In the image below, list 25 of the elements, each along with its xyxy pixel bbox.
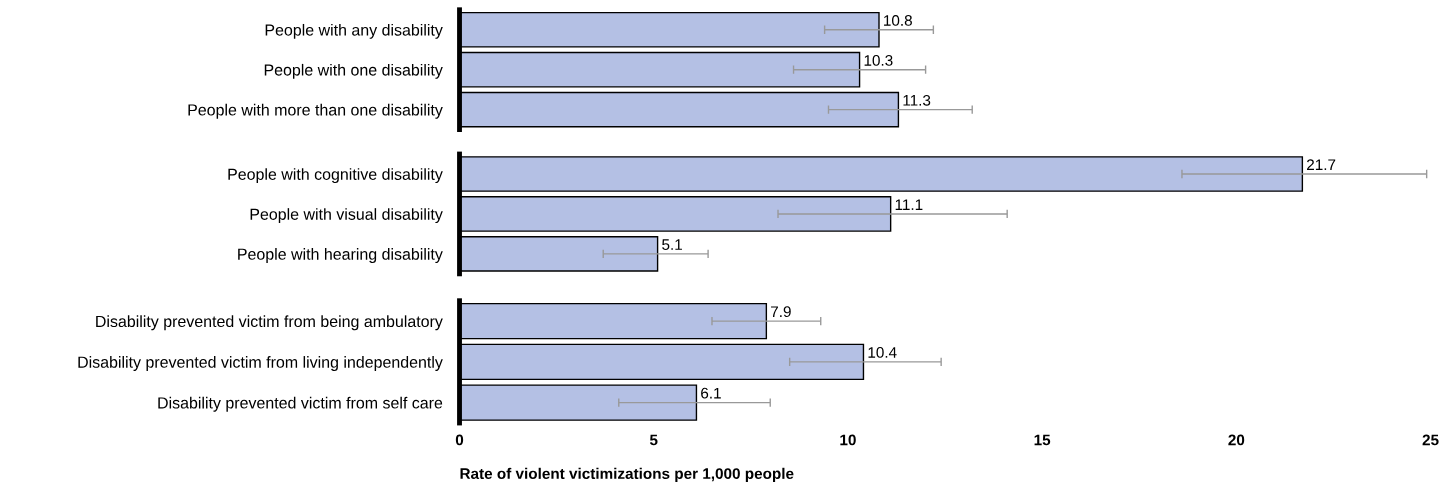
data-label: 10.3 [864, 54, 893, 66]
x-tick-label: 10 [840, 434, 856, 446]
data-label: 10.4 [868, 346, 897, 358]
x-tick-label: 0 [455, 434, 464, 446]
data-label: 5.1 [662, 239, 682, 250]
y-tick-label: People with cognitive disability [228, 168, 443, 184]
data-label: 7.9 [771, 306, 791, 318]
x-tick-label: 15 [1034, 434, 1051, 446]
y-tick-label: Disability prevented victim from being ambulatory [96, 315, 443, 331]
y-tick-label: Disability prevented victim from self care [158, 396, 443, 412]
y-tick-label: People with hearing disability [238, 248, 443, 263]
y-tick-label: People with more than one disability [188, 103, 443, 119]
x-tick-label: 25 [1422, 434, 1439, 446]
x-tick-label: 5 [649, 434, 658, 446]
y-tick-label: People with any disability [265, 23, 443, 39]
data-label: 21.7 [1307, 159, 1336, 170]
data-label: 6.1 [701, 387, 721, 399]
data-label: 11.3 [903, 94, 931, 106]
data-label: 11.1 [895, 199, 923, 210]
y-tick-label: People with one disability [264, 63, 443, 79]
x-axis-title: Rate of violent victimizations per 1,000 people [460, 467, 794, 483]
x-tick-label: 20 [1228, 434, 1245, 446]
data-label: 10.8 [884, 15, 912, 26]
y-tick-label: People with visual disability [250, 208, 443, 224]
y-tick-label: Disability prevented victim from living independently [78, 356, 443, 371]
